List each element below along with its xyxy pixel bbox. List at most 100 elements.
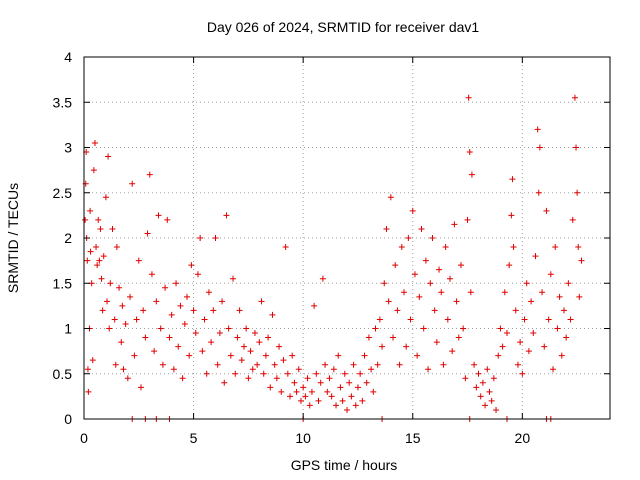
data-point (208, 339, 215, 346)
data-point (453, 298, 460, 305)
data-point (348, 393, 355, 400)
data-point (416, 293, 423, 300)
data-point (116, 284, 123, 291)
x-tick-label: 20 (515, 430, 531, 446)
data-point (142, 334, 149, 341)
data-point (151, 348, 158, 355)
chart-title: Day 026 of 2024, SRMTID for receiver dav… (207, 19, 480, 35)
data-point (227, 352, 234, 359)
data-point (387, 194, 394, 201)
data-point (271, 361, 278, 368)
x-tick-labels: 0 5 10 15 20 (80, 430, 530, 446)
data-point (554, 325, 561, 332)
data-point (177, 302, 184, 309)
data-point (236, 307, 243, 314)
data-point (574, 189, 581, 196)
data-point (85, 388, 92, 395)
data-point (87, 207, 94, 214)
data-point (468, 171, 475, 178)
data-point (418, 225, 425, 232)
data-points (82, 94, 585, 422)
data-point (344, 406, 350, 413)
data-point (528, 298, 535, 305)
data-point (284, 370, 291, 377)
data-point (433, 339, 440, 346)
data-point (192, 330, 199, 337)
data-point (111, 316, 118, 323)
data-point (124, 375, 131, 382)
data-point (203, 370, 210, 377)
data-point (379, 343, 386, 350)
data-point (166, 334, 173, 341)
data-point (534, 126, 541, 133)
data-point (112, 361, 119, 368)
data-point (475, 370, 482, 377)
data-point (140, 307, 147, 314)
data-point (219, 298, 226, 305)
data-point (199, 348, 206, 355)
data-point (243, 325, 250, 332)
data-point (374, 361, 381, 368)
data-point (107, 280, 114, 287)
data-point (157, 325, 164, 332)
data-point (521, 316, 528, 323)
data-point (313, 370, 320, 377)
data-point (422, 257, 429, 264)
data-point (95, 216, 102, 223)
data-point (530, 330, 537, 337)
data-point (431, 307, 438, 314)
data-point (449, 348, 456, 355)
data-point (455, 334, 462, 341)
data-point (106, 325, 113, 332)
data-point (104, 298, 111, 305)
data-point (120, 366, 127, 373)
data-point (221, 379, 228, 386)
data-point (545, 316, 552, 323)
data-point (532, 253, 539, 260)
data-point (254, 361, 261, 368)
data-point (94, 262, 101, 269)
data-point (280, 357, 287, 364)
data-point (159, 361, 166, 368)
data-point (247, 348, 254, 355)
data-point (164, 216, 171, 223)
data-point (302, 393, 309, 400)
data-point (99, 307, 106, 314)
data-point (573, 144, 580, 151)
data-point (326, 375, 333, 382)
data-point (232, 370, 239, 377)
data-point (405, 235, 412, 241)
data-point (567, 316, 574, 323)
data-point (258, 298, 265, 305)
data-point (508, 212, 515, 219)
data-point (509, 176, 516, 183)
data-point (291, 379, 298, 386)
data-point (287, 393, 294, 400)
data-point (576, 293, 583, 300)
data-point (503, 330, 510, 337)
data-point (486, 388, 493, 395)
data-point (571, 94, 578, 101)
data-point (409, 207, 416, 214)
data-point (129, 180, 136, 187)
data-point (352, 402, 359, 409)
data-point (396, 361, 403, 368)
data-point (260, 370, 267, 377)
data-point (184, 293, 191, 300)
data-point (173, 280, 180, 287)
data-point (381, 280, 388, 287)
y-tick-label: 3.5 (53, 94, 73, 110)
y-tick-label: 2.5 (53, 185, 73, 201)
data-point (552, 244, 559, 251)
data-point (467, 289, 474, 296)
data-point (560, 307, 567, 314)
data-point (190, 307, 197, 314)
data-point (137, 384, 144, 391)
data-point (256, 339, 263, 346)
data-point (168, 311, 175, 318)
data-point (460, 325, 467, 332)
data-point (230, 275, 237, 282)
data-point (324, 388, 331, 395)
data-point (376, 316, 383, 323)
data-point (400, 289, 407, 296)
